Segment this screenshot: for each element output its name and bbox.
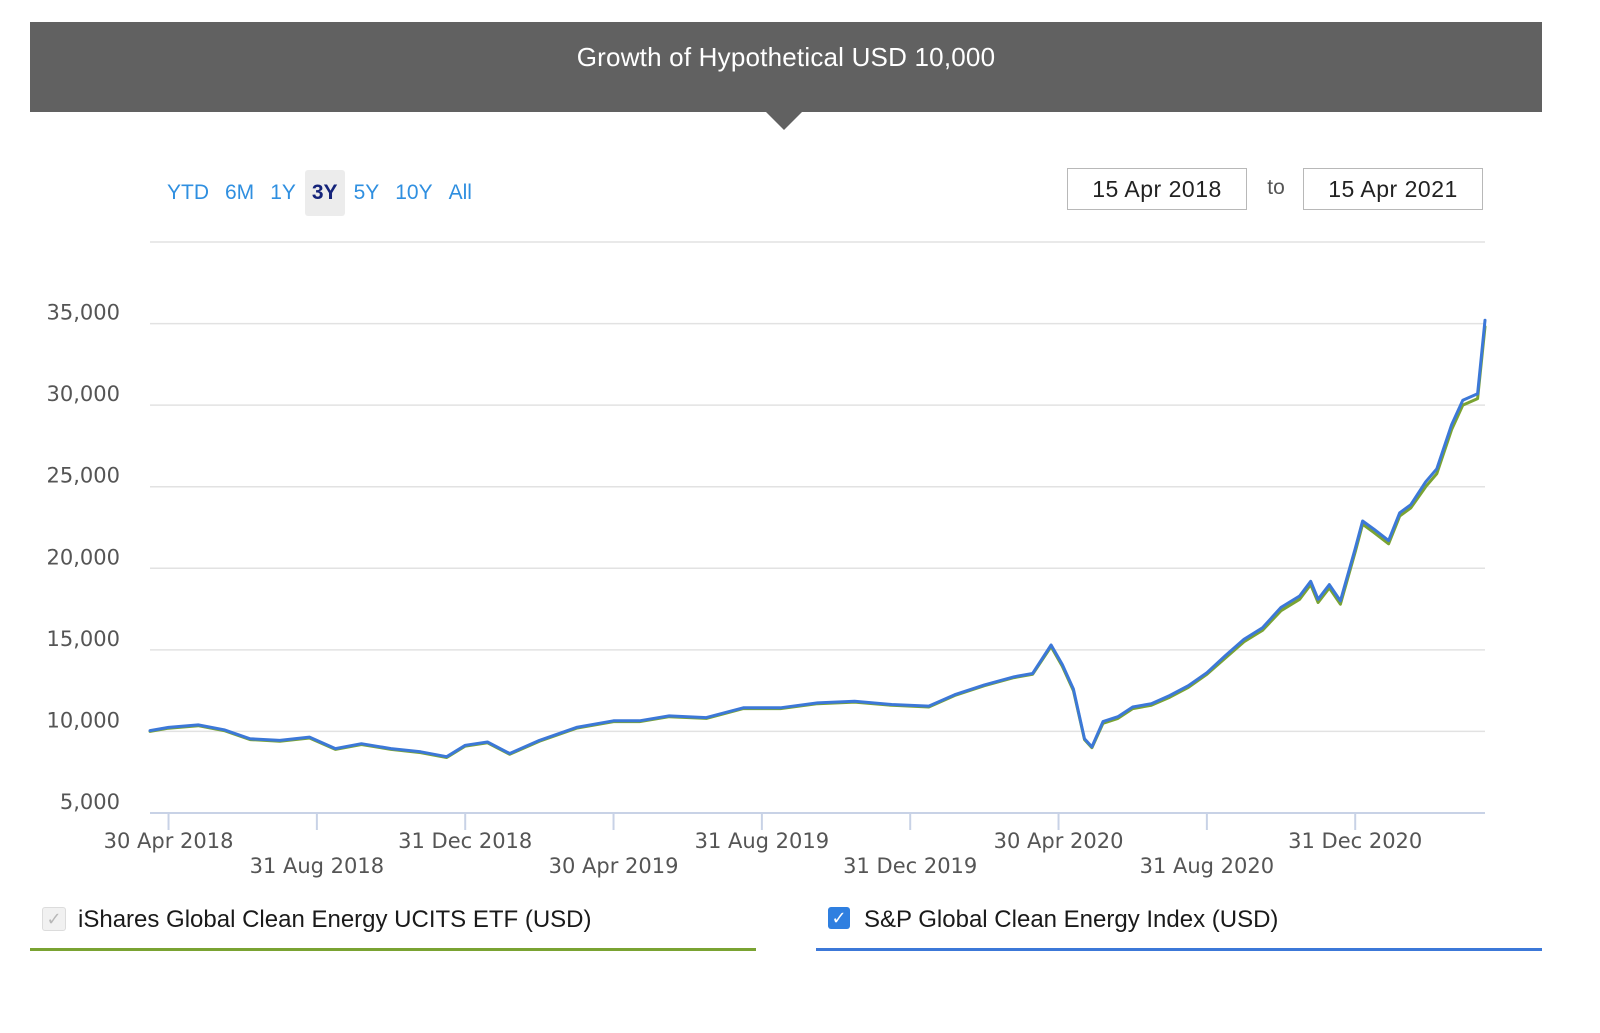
x-tick-label: 31 Aug 2019 xyxy=(695,829,830,853)
y-tick-label: 30,000 xyxy=(47,382,120,406)
x-tick-label: 30 Apr 2020 xyxy=(994,829,1124,853)
y-tick-label: 25,000 xyxy=(47,464,120,488)
date-range-separator: to xyxy=(1267,176,1285,199)
checkbox-icon[interactable]: ✓ xyxy=(42,907,66,931)
range-button-3y[interactable]: 3Y xyxy=(304,170,345,216)
chart-header: Growth of Hypothetical USD 10,000 xyxy=(30,22,1542,112)
y-tick-label: 10,000 xyxy=(47,708,120,732)
growth-line-chart: 5,000 10,000 15,000 20,000 25,000 30,000 35,00… xyxy=(47,241,1487,878)
legend-item-index[interactable]: ✓ S&P Global Clean Energy Index (USD) xyxy=(816,900,1542,951)
chart-title: Growth of Hypothetical USD 10,000 xyxy=(576,42,996,72)
series-line-index xyxy=(148,318,1487,759)
end-date-input[interactable]: 15 Apr 2021 xyxy=(1303,168,1483,210)
header-caret-icon xyxy=(766,112,802,130)
range-button-5y[interactable]: 5Y xyxy=(353,181,380,204)
y-tick-label: 20,000 xyxy=(47,545,120,569)
x-tick-label: 31 Aug 2020 xyxy=(1140,854,1275,878)
range-button-ytd[interactable]: YTD xyxy=(167,181,209,204)
range-button-10y[interactable]: 10Y xyxy=(395,181,433,204)
y-tick-label: 15,000 xyxy=(47,627,120,651)
x-tick-label: 31 Dec 2018 xyxy=(398,829,532,853)
y-tick-label: 35,000 xyxy=(47,301,120,325)
time-range-selector: YTD 6M 1Y 3Y 5Y 10Y All xyxy=(160,170,481,216)
x-tick-label: 31 Dec 2019 xyxy=(843,854,977,878)
y-tick-label: 5,000 xyxy=(60,790,120,814)
checkbox-icon[interactable]: ✓ xyxy=(828,907,850,929)
range-button-all[interactable]: All xyxy=(448,181,472,204)
start-date-input[interactable]: 15 Apr 2018 xyxy=(1067,168,1247,210)
series-line-etf xyxy=(148,325,1487,759)
legend-label-index: S&P Global Clean Energy Index (USD) xyxy=(864,906,1279,933)
x-tick-label: 31 Aug 2018 xyxy=(250,854,385,878)
legend-label-etf: iShares Global Clean Energy UCITS ETF (U… xyxy=(78,906,592,933)
x-tick-label: 30 Apr 2019 xyxy=(549,854,679,878)
x-tick-label: 30 Apr 2018 xyxy=(104,829,234,853)
range-button-6m[interactable]: 6M xyxy=(225,181,255,204)
x-tick-label: 31 Dec 2020 xyxy=(1288,829,1422,853)
range-button-1y[interactable]: 1Y xyxy=(270,181,296,204)
legend-item-etf[interactable]: ✓ iShares Global Clean Energy UCITS ETF … xyxy=(30,900,756,951)
